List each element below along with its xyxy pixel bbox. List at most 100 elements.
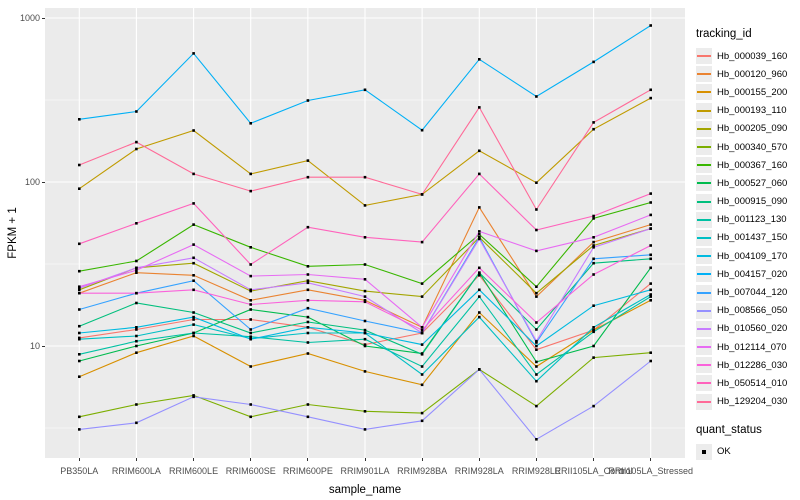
legend-item: Hb_000527_060 (696, 174, 800, 192)
legend-item: Hb_004157_020 (696, 265, 800, 283)
legend-item-label: Hb_000915_090 (717, 196, 788, 208)
legend-item-label: Hb_000205_090 (717, 123, 788, 135)
legend-item-label: Hb_000193_110 (717, 105, 787, 117)
plot-panel (45, 8, 685, 458)
legend-item: Hb_000915_090 (696, 193, 800, 211)
x-tick-label: RRIM928LE (511, 466, 561, 476)
legend-title-quant-status: quant_status (696, 423, 762, 436)
x-tick-mark (535, 458, 537, 461)
legend-item: Hb_007044_120 (696, 283, 800, 301)
legend-item: Hb_000155_200 (696, 83, 800, 101)
legend-item: Hb_050514_010 (696, 374, 800, 392)
legend-item: Hb_008566_050 (696, 302, 800, 320)
legend-key-swatch (696, 66, 712, 83)
x-tick-mark (193, 458, 195, 461)
legend-key-swatch (696, 102, 712, 119)
x-axis-title: sample_name (328, 484, 402, 496)
legend-key-swatch (696, 393, 712, 410)
legend-color-line-icon (697, 346, 711, 349)
x-tick-mark (421, 458, 423, 461)
legend-item: Hb_129204_030 (696, 393, 800, 411)
legend-color-line-icon (697, 364, 711, 367)
x-tick-label: RRIM600SE (225, 466, 276, 476)
x-tick-label: RRII105LA_Control (554, 466, 633, 476)
legend-key-swatch (696, 193, 712, 210)
legend-key-swatch (696, 284, 712, 301)
legend-color-line-icon (697, 55, 711, 58)
legend-color-line-icon (697, 73, 711, 76)
legend-item-label: Hb_012114_070 (717, 341, 787, 353)
x-tick-label: RRIM928LA (454, 466, 504, 476)
legend-item: Hb_000205_090 (696, 120, 800, 138)
x-tick-mark (364, 458, 366, 461)
legend-item: Hb_001437_150 (696, 229, 800, 247)
legend-color-line-icon (697, 255, 711, 258)
legend-color-line-icon (697, 400, 711, 403)
legend-key-swatch (696, 175, 712, 192)
legend-key-swatch (696, 139, 712, 156)
legend-key-swatch (696, 84, 712, 101)
y-tick-mark (42, 17, 45, 19)
legend-color-line-icon (697, 273, 711, 276)
legend-key-swatch (696, 266, 712, 283)
x-tick-label: PB350LA (60, 466, 99, 476)
legend-item: Hb_000039_160 (696, 47, 800, 65)
legend-key-swatch (696, 357, 712, 374)
plot-svg (45, 8, 685, 458)
legend-key-swatch (696, 302, 712, 319)
x-tick-mark (78, 458, 80, 461)
legend-item-label: Hb_000120_960 (717, 68, 788, 80)
legend-quant-status: quant_status OK (696, 424, 800, 461)
legend-item-label: Hb_001123_130 (717, 214, 787, 226)
legend-key-swatch (696, 229, 712, 246)
x-tick-mark (250, 458, 252, 461)
x-tick-label: RRIM600LA (111, 466, 161, 476)
legend-item: Hb_012114_070 (696, 338, 800, 356)
legend-item: Hb_000367_160 (696, 156, 800, 174)
legend-item-label: Hb_010560_020 (717, 323, 788, 335)
x-tick-mark (478, 458, 480, 461)
legend-key-swatch (696, 157, 712, 174)
x-tick-mark (650, 458, 652, 461)
legend-item-ok: OK (696, 443, 800, 461)
legend-title-tracking-id: tracking_id (696, 28, 752, 40)
legend-color-line-icon (697, 182, 711, 185)
legend-color-line-icon (697, 218, 711, 221)
legend-item-label: Hb_004109_170 (717, 250, 788, 262)
legend-item-label: Hb_008566_050 (717, 305, 788, 317)
legend-color-line-icon (697, 236, 711, 239)
legend-color-line-icon (697, 164, 711, 167)
legend-item: Hb_004109_170 (696, 247, 800, 265)
legend-color-line-icon (697, 382, 711, 385)
legend-key-swatch (696, 48, 712, 65)
legend-item-label: Hb_129204_030 (717, 396, 788, 408)
legend-color-line-icon (697, 127, 711, 130)
legend-item: Hb_000340_570 (696, 138, 800, 156)
y-tick-label: 100 (24, 176, 40, 187)
legend-items: Hb_000039_160 Hb_000120_960 Hb_000155_200 H… (696, 47, 800, 411)
legend-item-label: Hb_001437_150 (717, 232, 788, 244)
legend-item: Hb_012286_030 (696, 356, 800, 374)
legend-key-swatch (696, 339, 712, 356)
y-tick-mark (42, 181, 45, 183)
quant-ok-key-swatch (696, 443, 712, 460)
legend-key-swatch (696, 320, 712, 337)
x-tick-label: RRIM600LE (169, 466, 219, 476)
x-tick-label: RRIM600PE (282, 466, 333, 476)
legend-color-line-icon (697, 327, 711, 330)
y-tick-label: 10 (29, 340, 40, 351)
x-tick-label: RRIM928BA (397, 466, 448, 476)
legend-item-label: Hb_000367_160 (717, 159, 788, 171)
legend-color-line-icon (697, 291, 711, 294)
legend-color-line-icon (697, 200, 711, 203)
legend: tracking_id Hb_000039_160 Hb_000120_960 Hb… (696, 28, 800, 461)
legend-color-line-icon (697, 146, 711, 149)
y-tick-label: 1000 (19, 12, 40, 23)
x-tick-mark (307, 458, 309, 461)
legend-color-line-icon (697, 309, 711, 312)
legend-item: Hb_000193_110 (696, 102, 800, 120)
legend-key-swatch (696, 211, 712, 228)
x-tick-label: RRII105LA_Stressed (608, 466, 693, 476)
legend-key-swatch (696, 248, 712, 265)
